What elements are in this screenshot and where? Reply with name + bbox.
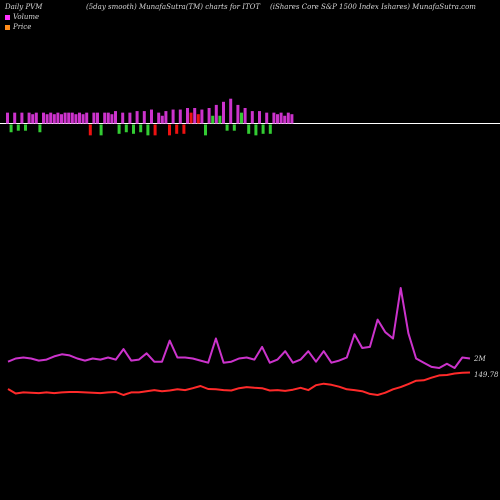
pvm-bar	[103, 112, 107, 124]
pvm-bar	[63, 112, 67, 124]
pvm-bar	[139, 124, 143, 133]
pvm-bar	[135, 111, 139, 124]
pvm-bar	[268, 124, 272, 134]
pvm-bar	[178, 109, 182, 124]
pvm-bar	[168, 124, 171, 136]
pvm-bar	[236, 104, 240, 124]
pvm-bar	[45, 114, 49, 124]
pvm-bar	[88, 124, 92, 136]
pvm-bar	[164, 111, 168, 124]
pvm-bar	[272, 112, 276, 124]
volume-end-label: 2M	[473, 355, 486, 363]
pvm-bar	[92, 112, 96, 124]
pvm-bar	[286, 112, 290, 124]
legend-volume: Volume	[5, 13, 39, 21]
price-end-label: 149.78	[474, 371, 499, 379]
pvm-bar	[124, 124, 128, 133]
pvm-bar	[276, 114, 279, 124]
pvm-bar	[196, 114, 200, 124]
pvm-bar	[52, 114, 56, 124]
pvm-bar	[49, 112, 53, 124]
legend-price-label: Price	[13, 23, 32, 31]
pvm-bar	[157, 112, 161, 124]
pvm-bar	[193, 108, 197, 124]
pvm-bar	[189, 112, 193, 124]
pvm-bar	[85, 112, 89, 124]
volume-line	[7, 287, 471, 369]
pvm-bar	[229, 98, 233, 124]
legend-price: Price	[5, 23, 31, 31]
pvm-bar	[42, 112, 45, 124]
pvm-bar	[240, 112, 243, 124]
price-swatch	[5, 24, 10, 30]
chart-description: (iShares Core S&P 1500 Index Ishares) Mu…	[270, 3, 476, 11]
pvm-bar	[214, 104, 218, 124]
pvm-bar	[250, 111, 254, 124]
pvm-bar	[171, 109, 175, 124]
price-line	[7, 371, 471, 396]
pvm-bar	[38, 124, 42, 133]
pvm-bar	[6, 112, 9, 124]
pvm-bar	[67, 112, 71, 124]
legend-volume-label: Volume	[13, 13, 40, 21]
pvm-bar	[182, 124, 186, 134]
pvm-bar	[261, 124, 265, 134]
pvm-bar	[290, 114, 294, 124]
pvm-bar	[9, 124, 13, 133]
pvm-bar	[222, 101, 225, 124]
pvm-bar	[218, 115, 222, 124]
pvm-bar	[265, 112, 269, 124]
pvm-bar	[204, 124, 207, 136]
pvm-bar	[247, 124, 251, 134]
pvm-bar	[121, 112, 125, 124]
pvm-bar	[200, 109, 204, 124]
pvm-bar	[99, 124, 103, 136]
pvm-bar	[117, 124, 121, 134]
pvm-bar	[78, 112, 81, 124]
pvm-bar	[56, 112, 60, 124]
pvm-bar	[20, 112, 24, 124]
pvm-bar	[146, 124, 150, 136]
chart-label: Daily PVM	[5, 3, 43, 11]
chart-smoothing-title: (5day smooth) MunafaSutra(TM) charts for…	[86, 3, 261, 11]
pvm-bar	[225, 124, 229, 131]
pvm-bar	[34, 112, 38, 124]
pvm-bar	[279, 112, 283, 124]
pvm-bar	[27, 112, 31, 124]
pvm-bar	[186, 108, 189, 124]
pvm-bar	[106, 112, 110, 124]
pvm-bar	[114, 111, 117, 124]
pvm-bar	[74, 114, 78, 124]
pvm-bar	[207, 108, 211, 124]
pvm-bar	[254, 124, 258, 136]
pvm-bar	[243, 108, 247, 124]
pvm-bar	[81, 114, 85, 124]
pvm-bar	[283, 115, 287, 124]
pvm-bar	[96, 112, 99, 124]
pvm-bar	[160, 115, 164, 124]
volume-swatch	[5, 14, 10, 20]
pvm-bar	[31, 114, 35, 124]
pvm-bar	[142, 111, 146, 124]
pvm-bar	[128, 112, 132, 124]
pvm-bar	[16, 124, 20, 131]
pvm-bar	[24, 124, 27, 131]
pvm-bar	[13, 112, 17, 124]
pvm-bar	[60, 114, 63, 124]
pvm-bar	[211, 115, 215, 124]
pvm-bar	[232, 124, 236, 131]
pvm-bar	[132, 124, 135, 134]
pvm-bar	[110, 114, 114, 124]
pvm-bar	[258, 111, 261, 124]
pvm-bar	[150, 109, 153, 124]
pvm-bar	[153, 124, 157, 136]
pvm-bar	[175, 124, 179, 134]
pvm-bar	[70, 112, 74, 124]
